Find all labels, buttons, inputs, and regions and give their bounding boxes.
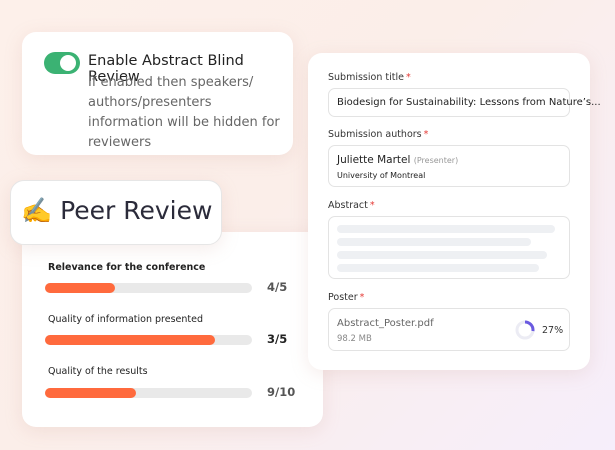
title-value: Biodesign for Sustainability: Lessons fr… [337, 97, 601, 108]
field-label: Abstract * [328, 200, 375, 211]
required-mark: * [423, 129, 429, 140]
bar-track [45, 335, 252, 345]
bar-fill [45, 335, 215, 345]
label-text: Submission authors [328, 129, 422, 140]
author-affiliation: University of Montreal [337, 171, 426, 180]
ring-progress [515, 320, 535, 340]
score: 9/10 [267, 385, 296, 399]
criterion-label: Quality of the results [48, 366, 148, 377]
score: 4/5 [267, 280, 288, 294]
field-label: Submission title * [328, 72, 411, 83]
label-text: Submission title [328, 72, 404, 83]
field-label: Submission authors * [328, 129, 428, 140]
criterion-label: Relevance for the conference [48, 262, 206, 273]
blind-review-title: Enable Abstract Blind Review [88, 53, 244, 85]
toggle[interactable] [44, 52, 80, 74]
label-text: Abstract [328, 200, 368, 211]
author-role: (Presenter) [413, 156, 459, 165]
blind-review-card: Enable Abstract Blind Review If enabled … [22, 32, 293, 155]
placeholder-line [337, 264, 539, 272]
label-text: Poster [328, 292, 358, 303]
required-mark: * [369, 200, 375, 211]
peer-review-title: ✍️ Peer Review [21, 196, 213, 225]
poster-size: 98.2 MB [337, 334, 372, 344]
bar-track [45, 283, 252, 293]
toggle-knob [60, 55, 76, 71]
placeholder-line [337, 225, 555, 233]
abstract-input[interactable] [328, 216, 570, 279]
criterion-label: Quality of information presented [48, 314, 203, 325]
scores-card: Relevance for the conference 4/5 Quality… [22, 232, 323, 427]
bar-fill [45, 388, 137, 398]
score: 3/5 [267, 332, 288, 346]
placeholder-line [337, 238, 531, 246]
title-input[interactable]: Biodesign for Sustainability: Lessons fr… [328, 88, 601, 117]
upload-ring [515, 320, 535, 340]
required-mark: * [359, 292, 365, 303]
author-name: Juliette Martel [337, 154, 411, 166]
poster-file: Abstract_Poster.pdf [337, 318, 434, 329]
bar-track [45, 388, 252, 398]
placeholder-line [337, 251, 547, 259]
peer-review-badge: ✍️ Peer Review [10, 180, 222, 245]
poster-upload[interactable]: Abstract_Poster.pdf 98.2 MB 27% [328, 308, 570, 351]
required-mark: * [405, 72, 411, 83]
submission-form: Submission title * Biodesign for Sustaina… [308, 53, 601, 370]
bar-fill [45, 283, 116, 293]
field-label: Poster * [328, 292, 364, 303]
authors-input[interactable]: Juliette Martel (Presenter) University o… [328, 145, 570, 187]
upload-label: 27% [542, 325, 564, 336]
blind-review-description: If enabled then speakers/ authors/presen… [88, 75, 280, 150]
